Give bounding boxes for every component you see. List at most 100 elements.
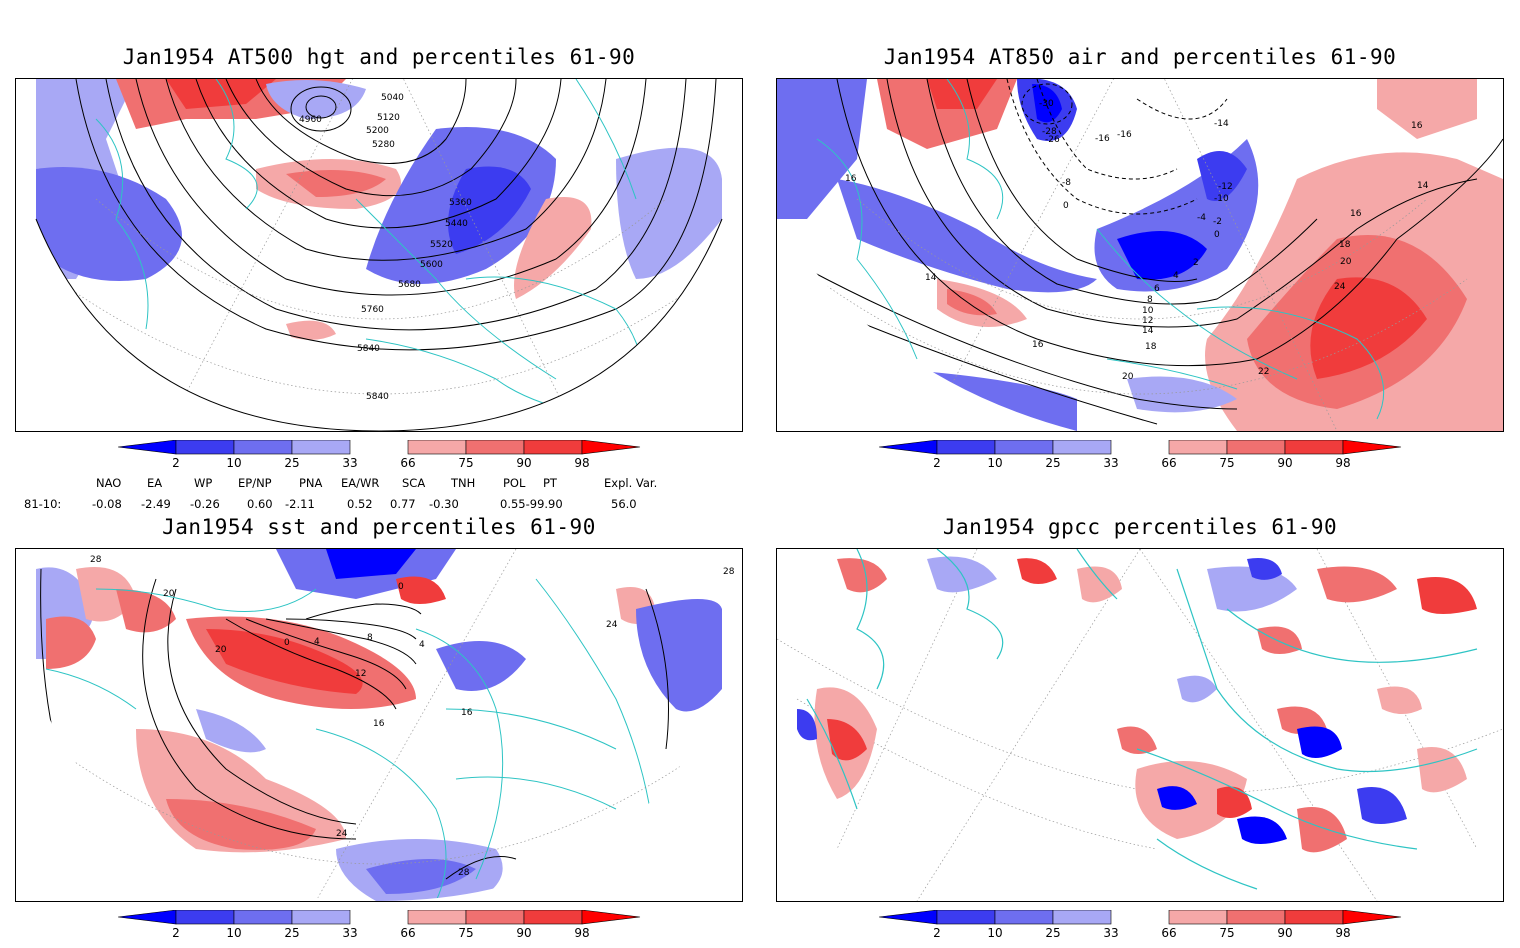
contour-label: 20	[163, 589, 175, 599]
colorbar-tick: 33	[342, 456, 358, 470]
contour-label: 16	[461, 708, 473, 718]
sst-contour-labels: 28 20 20 0 4 8 12 16 16 24 28 24 28 0 4	[90, 555, 735, 878]
contour-label: 0	[284, 638, 290, 648]
contour-label: 12	[355, 669, 366, 679]
colorbar-tick: 33	[1103, 456, 1119, 470]
contour-label: 5360	[449, 198, 472, 208]
contour-label: 18	[1145, 342, 1157, 352]
map-panel-gpcc	[776, 548, 1504, 902]
colorbar-tick: 75	[1219, 926, 1235, 940]
contour-label: 5840	[366, 392, 389, 402]
colorbar-tick: 90	[1277, 926, 1293, 940]
colorbar-tick: 90	[1277, 456, 1293, 470]
contour-label: 16	[1032, 340, 1044, 350]
colorbar-tick: 75	[458, 926, 474, 940]
contour-label: 16	[1411, 121, 1423, 131]
contour-label: 5680	[398, 280, 421, 290]
contour-label: 14	[1417, 181, 1429, 191]
index-value: 0.60	[247, 497, 273, 511]
contour-label: 2	[1193, 258, 1199, 268]
contour-label: 18	[1339, 240, 1351, 250]
colorbar-swatches	[879, 910, 1402, 925]
contour-label: -16	[1095, 134, 1110, 144]
index-value: 0.55-99.90	[500, 497, 563, 511]
index-header: EA	[147, 476, 163, 490]
contour-label: 5520	[430, 240, 453, 250]
colorbar-tick: 75	[458, 456, 474, 470]
contour-label: -10	[1214, 194, 1229, 204]
colorbar-swatches	[118, 440, 641, 455]
contour-label: 10	[1142, 306, 1154, 316]
contour-label: 28	[90, 555, 102, 565]
map-air850: -30 -28 -26 -16 -16 -14 -12 -10 -8 -4 -2…	[777, 79, 1503, 431]
contour-label: 20	[215, 645, 227, 655]
contour-label: 5440	[445, 219, 468, 229]
contour-label: 5120	[377, 113, 400, 123]
colorbar-tick: 33	[342, 926, 358, 940]
colorbar-tick: 98	[1335, 456, 1351, 470]
air850-contour-labels: -30 -28 -26 -16 -16 -14 -12 -10 -8 -4 -2…	[845, 99, 1429, 382]
colorbar-sst: 2 10 25 33 66 75 90 98	[118, 910, 658, 948]
colorbar-swatches	[879, 440, 1402, 455]
contour-label: 28	[458, 868, 470, 878]
colorbar-tick: 66	[1161, 926, 1177, 940]
panel-title-sst: Jan1954 sst and percentiles 61-90	[162, 515, 596, 539]
contour-label: 8	[367, 633, 373, 643]
panel-title-hgt500: Jan1954 AT500 hgt and percentiles 61-90	[122, 45, 636, 69]
colorbar-tick: 2	[933, 456, 941, 470]
colorbar-tick: 66	[1161, 456, 1177, 470]
index-header: POL	[503, 476, 526, 490]
contour-label: 4	[419, 640, 425, 650]
contour-label: -16	[1117, 130, 1132, 140]
colorbar-tick: 90	[516, 456, 532, 470]
contour-label: 4960	[299, 115, 322, 125]
panel-title-gpcc: Jan1954 gpcc percentiles 61-90	[942, 515, 1338, 539]
map-sst: 28 20 20 0 4 8 12 16 16 24 28 24 28 0 4	[36, 549, 735, 901]
index-header: EP/NP	[238, 476, 272, 490]
colorbar-tick: 66	[400, 456, 416, 470]
contour-label: -14	[1214, 119, 1229, 129]
contour-label: 24	[606, 620, 618, 630]
contour-label: 16	[373, 719, 385, 729]
contour-label: 4	[1173, 271, 1179, 281]
colorbar-tick: 98	[574, 456, 590, 470]
colorbar-tick: 25	[1045, 456, 1061, 470]
colorbar-tick: 2	[172, 926, 180, 940]
map-panel-hgt500: 5040 4960 5120 5200 5280 5360 5440 5520 …	[15, 78, 743, 432]
colorbar-tick: 25	[284, 456, 300, 470]
colorbar-tick: 98	[574, 926, 590, 940]
index-value: 56.0	[611, 497, 637, 511]
contour-label: -26	[1045, 135, 1060, 145]
contour-label: 5200	[366, 126, 389, 136]
colorbar-tick: 25	[1045, 926, 1061, 940]
colorbar-tick: 10	[987, 926, 1003, 940]
contour-label: 0	[398, 582, 404, 592]
colorbar-air850: 2 10 25 33 66 75 90 98	[879, 440, 1419, 478]
index-row-label: 81-10:	[24, 497, 62, 511]
colorbar-tick: 75	[1219, 456, 1235, 470]
hgt500-contour-labels: 5040 4960 5120 5200 5280 5360 5440 5520 …	[299, 93, 472, 402]
contour-label: 4	[314, 637, 320, 647]
contour-label: 14	[925, 273, 937, 283]
colorbar-gpcc: 2 10 25 33 66 75 90 98	[879, 910, 1419, 948]
contour-label: 20	[1122, 372, 1134, 382]
index-header: SCA	[402, 476, 426, 490]
index-header: NAO	[96, 476, 122, 490]
map-gpcc	[777, 549, 1503, 901]
contour-label: 12	[1142, 316, 1153, 326]
panel-title-air850: Jan1954 AT850 air and percentiles 61-90	[883, 45, 1397, 69]
colorbar-tick: 25	[284, 926, 300, 940]
index-value: -0.26	[190, 497, 220, 511]
index-header: PT	[543, 476, 557, 490]
map-hgt500: 5040 4960 5120 5200 5280 5360 5440 5520 …	[35, 79, 723, 431]
index-header: PNA	[299, 476, 323, 490]
index-value: 0.77	[390, 497, 416, 511]
colorbar-tick: 33	[1103, 926, 1119, 940]
map-panel-sst: 28 20 20 0 4 8 12 16 16 24 28 24 28 0 4	[15, 548, 743, 902]
contour-label: 28	[723, 567, 735, 577]
contour-label: 8	[1147, 295, 1153, 305]
contour-label: 5840	[357, 344, 380, 354]
contour-label: -12	[1218, 182, 1233, 192]
contour-label: 5280	[372, 140, 395, 150]
colorbar-hgt500: 2 10 25 33 66 75 90 98	[118, 440, 658, 478]
